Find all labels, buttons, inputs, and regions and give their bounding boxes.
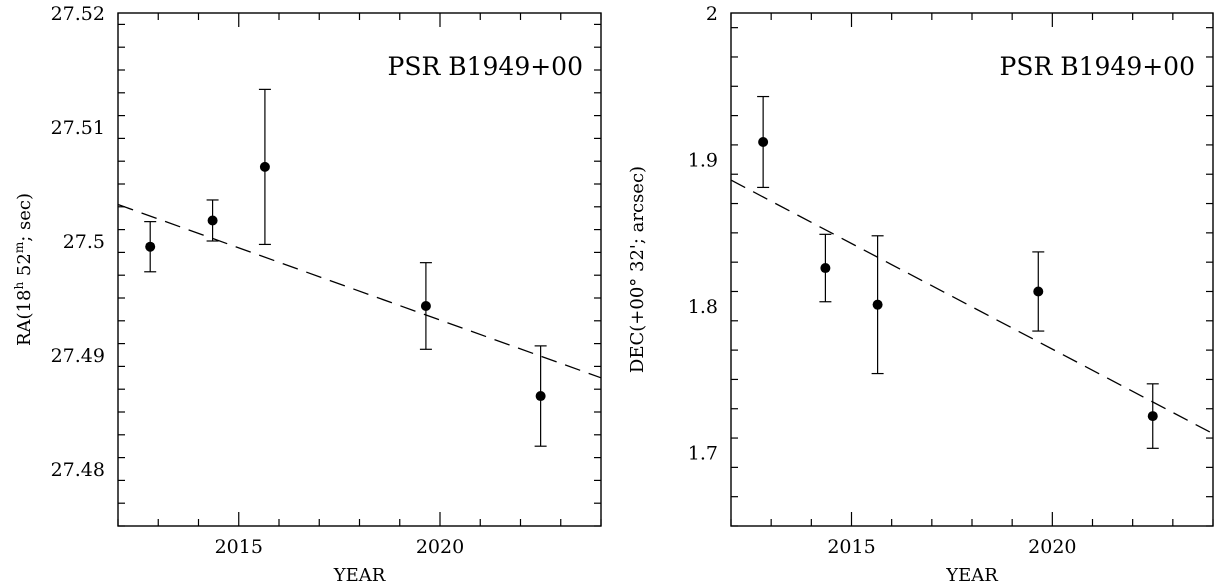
plot-frame bbox=[730, 12, 1214, 527]
pulsar-annotation: PSR B1949+00 bbox=[388, 52, 583, 81]
x-axis-label: YEAR bbox=[945, 565, 998, 586]
data-point bbox=[259, 161, 270, 172]
y-tick-label: 1.9 bbox=[688, 150, 718, 172]
y-tick-label: 27.5 bbox=[63, 231, 105, 253]
data-point bbox=[207, 215, 218, 226]
x-tick-label: 2020 bbox=[1028, 536, 1076, 558]
x-tick-label: 2020 bbox=[416, 536, 464, 558]
chart-panel-2: 2015 2020 1.7 1.8 1.9 2 YEAR DEC(+00° 32'; arcs… bbox=[627, 3, 1214, 586]
y-tick-label: 27.48 bbox=[51, 459, 105, 481]
data-point bbox=[420, 300, 431, 311]
data-point bbox=[145, 241, 156, 252]
data-point bbox=[1033, 286, 1044, 297]
x-tick-label: 2015 bbox=[215, 536, 263, 558]
y-tick-label: 27.52 bbox=[51, 3, 105, 25]
y-tick-label: 2 bbox=[706, 3, 718, 25]
data-point bbox=[1147, 411, 1158, 422]
y-tick-label: 1.7 bbox=[688, 443, 718, 465]
x-axis-label: YEAR bbox=[333, 565, 386, 586]
y-tick-label: 1.8 bbox=[688, 296, 718, 318]
chart-panel-1: 2015 2020 27.48 27.49 27.5 27.51 27.52 YEAR RA(1… bbox=[12, 3, 602, 586]
y-axis-label: RA(18h 52m; sec) bbox=[12, 193, 35, 346]
y-tick-label: 27.51 bbox=[51, 117, 105, 139]
data-point bbox=[820, 263, 831, 274]
fit-line bbox=[117, 203, 602, 379]
pulsar-annotation: PSR B1949+00 bbox=[1000, 52, 1195, 81]
data-point bbox=[535, 391, 546, 402]
data-point bbox=[758, 136, 769, 147]
x-tick-label: 2015 bbox=[827, 536, 875, 558]
fit-line bbox=[730, 179, 1214, 435]
y-axis-label: DEC(+00° 32'; arcsec) bbox=[627, 166, 648, 373]
y-tick-label: 27.49 bbox=[51, 345, 105, 367]
data-point bbox=[872, 299, 883, 310]
plot-frame bbox=[117, 12, 602, 527]
